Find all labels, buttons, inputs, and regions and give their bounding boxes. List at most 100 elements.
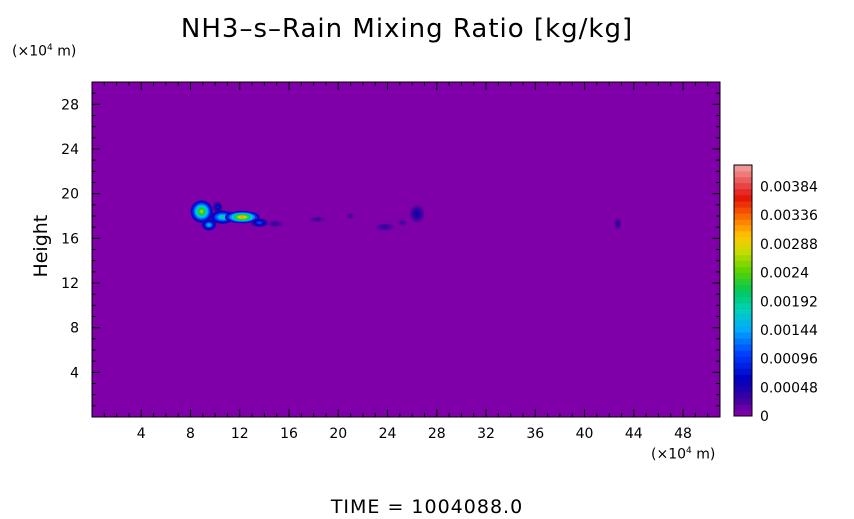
- colorbar-tick-label: 0.00048: [760, 380, 818, 396]
- colorbar-swatch: [734, 284, 752, 291]
- y-tick-label: 12: [61, 276, 79, 292]
- y-axis-label: Height: [30, 215, 52, 278]
- colorbar-swatch: [734, 410, 752, 417]
- colorbar-swatch: [734, 236, 752, 244]
- colorbar-swatch: [734, 302, 752, 309]
- colorbar-swatch: [734, 176, 752, 184]
- contour-level: [316, 218, 319, 221]
- contour-level: [216, 206, 219, 208]
- contour-level: [274, 223, 277, 225]
- colorbar-swatch: [734, 314, 752, 321]
- colorbar: 0 0.00048 0.00096 0.00144 0.00192 0.0024 0.002…: [733, 164, 818, 425]
- x-tick-label: 40: [576, 426, 594, 442]
- field-feature: [308, 216, 326, 223]
- x-tick-label: 4: [137, 426, 146, 442]
- contour-level: [258, 221, 261, 224]
- colorbar-tick-label: 0.00288: [760, 237, 818, 253]
- colorbar-swatch: [734, 320, 752, 327]
- colorbar-swatch: [734, 398, 752, 405]
- x-tick-label: 20: [329, 426, 347, 442]
- colorbar-swatch: [734, 272, 752, 280]
- x-tick-label: 36: [526, 426, 544, 442]
- contour-level: [416, 212, 419, 215]
- y-unit-label: (×104 m): [12, 43, 77, 60]
- field-feature: [224, 210, 260, 224]
- colorbar-swatch: [734, 170, 752, 178]
- colorbar-swatch: [734, 332, 752, 339]
- y-tick-label: 24: [61, 142, 79, 158]
- field-feature: [346, 212, 355, 220]
- colorbar-swatch: [734, 242, 752, 250]
- y-axis: 4 8 12 16 20 24 28: [61, 92, 720, 407]
- y-tick-label: 16: [61, 231, 79, 247]
- field-feature: [201, 219, 217, 231]
- y-tick-label: 8: [70, 321, 79, 337]
- contour-level: [208, 224, 210, 226]
- colorbar-tick-label: 0.00336: [760, 208, 818, 224]
- contour-level: [349, 215, 352, 217]
- colorbar-swatch: [734, 230, 752, 238]
- contour-level: [200, 210, 203, 213]
- field-feature: [268, 220, 283, 228]
- x-unit-label: (×104 m): [651, 446, 716, 463]
- colorbar-tick-label: 0.00096: [760, 352, 818, 368]
- colorbar-swatch: [734, 326, 752, 333]
- colorbar-swatch: [734, 188, 752, 196]
- colorbar-swatch: [734, 260, 752, 268]
- contour-level: [383, 226, 387, 228]
- colorbar-swatch: [734, 224, 752, 232]
- chart-title: NH3–s–Rain Mixing Ratio [kg/kg]: [180, 14, 634, 44]
- x-tick-label: 44: [625, 426, 643, 442]
- colorbar-tick-label: 0.0024: [760, 266, 809, 282]
- colorbar-swatch: [734, 350, 752, 357]
- field-feature: [190, 200, 213, 223]
- colorbar-swatch: [734, 206, 752, 214]
- colorbar-swatch: [734, 392, 752, 399]
- contour-level: [401, 221, 404, 224]
- colorbar-swatch: [734, 338, 752, 345]
- colorbar-swatch: [734, 404, 752, 411]
- x-tick-label: 16: [280, 426, 298, 442]
- colorbar-swatch: [734, 218, 752, 226]
- colorbar-tick-label: 0: [760, 409, 769, 425]
- colorbar-swatch: [734, 356, 752, 363]
- contour-level: [240, 216, 245, 218]
- x-tick-label: 48: [674, 426, 692, 442]
- x-tick-label: 28: [428, 426, 446, 442]
- colorbar-swatch: [734, 374, 752, 381]
- colorbar-swatch: [734, 368, 752, 375]
- colorbar-swatch: [734, 308, 752, 315]
- colorbar-swatch: [734, 296, 752, 303]
- contour-level: [220, 216, 225, 218]
- x-tick-label: 8: [186, 426, 195, 442]
- colorbar-swatch: [734, 212, 752, 220]
- y-tick-label: 28: [61, 97, 79, 113]
- colorbar-swatch: [734, 278, 752, 286]
- colorbar-swatch: [734, 344, 752, 351]
- field-feature: [250, 218, 269, 228]
- colorbar-tick-label: 0.00144: [760, 323, 818, 339]
- field-feature: [212, 201, 223, 213]
- x-tick-label: 12: [231, 426, 249, 442]
- contour-level: [616, 223, 619, 225]
- colorbar-swatch: [734, 200, 752, 208]
- y-tick-label: 4: [70, 365, 79, 381]
- colorbar-swatch: [734, 165, 752, 172]
- field-feature: [409, 204, 425, 223]
- colorbar-swatch: [734, 266, 752, 274]
- colorbar-swatch: [734, 254, 752, 262]
- colorbar-swatch: [734, 380, 752, 387]
- field-feature: [614, 218, 622, 230]
- colorbar-tick-label: 0.00192: [760, 294, 818, 310]
- field-feature: [397, 219, 408, 227]
- plot-area: [92, 82, 720, 417]
- colorbar-swatch: [734, 194, 752, 202]
- field-features: [190, 200, 622, 232]
- x-axis: 4 8 12 16 20 24 28 32 36 40 44 48: [103, 82, 709, 442]
- y-tick-label: 20: [61, 187, 79, 203]
- colorbar-swatch: [734, 290, 752, 297]
- x-tick-label: 24: [379, 426, 397, 442]
- colorbar-swatch: [734, 386, 752, 393]
- x-tick-label: 32: [477, 426, 495, 442]
- colorbar-frame: [733, 164, 753, 417]
